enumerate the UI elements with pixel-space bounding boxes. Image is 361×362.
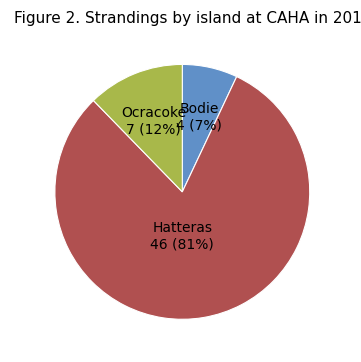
Text: Hatteras
46 (81%): Hatteras 46 (81%) bbox=[151, 221, 214, 252]
Text: Ocracoke
7 (12%): Ocracoke 7 (12%) bbox=[121, 106, 186, 136]
Text: Figure 2. Strandings by island at CAHA in 2015.: Figure 2. Strandings by island at CAHA i… bbox=[14, 11, 361, 26]
Wedge shape bbox=[93, 64, 182, 192]
Text: Bodie
4 (7%): Bodie 4 (7%) bbox=[176, 102, 222, 132]
Wedge shape bbox=[182, 64, 237, 192]
Wedge shape bbox=[55, 77, 310, 319]
